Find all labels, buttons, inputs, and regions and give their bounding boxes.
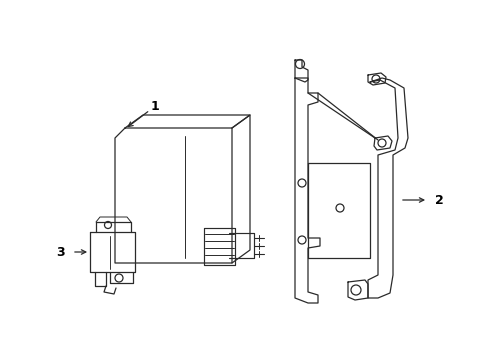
Text: 2: 2 (434, 194, 443, 207)
Text: 1: 1 (150, 99, 159, 113)
Text: 3: 3 (56, 246, 65, 258)
